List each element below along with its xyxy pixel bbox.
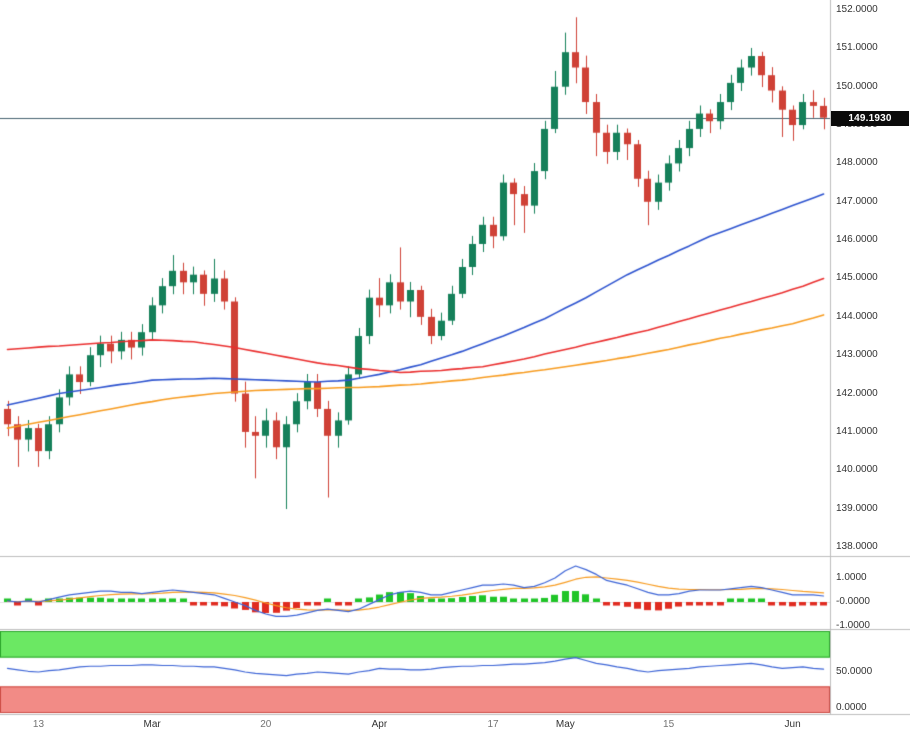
price-tick-label: 139.0000	[836, 502, 878, 514]
time-tick-label: Jun	[784, 719, 801, 730]
price-tick-label: 147.0000	[836, 195, 878, 207]
time-tick-label: 17	[487, 719, 499, 730]
macd-tick-label: -1.0000	[836, 620, 870, 631]
price-tick-label: 142.0000	[836, 387, 878, 399]
time-tick-label: 20	[260, 719, 272, 730]
price-tick-label: 141.0000	[836, 425, 878, 437]
time-tick-label: 15	[663, 719, 675, 730]
price-tick-label: 144.0000	[836, 310, 878, 322]
time-tick-label: Mar	[143, 719, 161, 730]
price-axis[interactable]: 152.0000151.0000150.0000149.0000148.0000…	[830, 0, 910, 714]
price-tick-label: 140.0000	[836, 464, 878, 476]
last-price-badge: 149.1930	[831, 110, 909, 126]
time-tick-label: 13	[32, 719, 45, 730]
price-tick-label: 151.0000	[836, 42, 878, 54]
price-tick-label: 145.0000	[836, 272, 878, 284]
price-tick-label: 152.0000	[836, 4, 878, 15]
rsi-tick-label: 0.0000	[836, 702, 867, 713]
macd-tick-label: 1.0000	[836, 572, 867, 583]
rsi-tick-label: 50.0000	[836, 666, 873, 677]
macd-tick-label: -0.0000	[836, 596, 870, 607]
time-tick-label: Apr	[371, 719, 388, 730]
price-tick-label: 143.0000	[836, 349, 878, 361]
price-tick-label: 148.0000	[836, 157, 878, 169]
price-tick-label: 150.0000	[836, 80, 878, 92]
last-price-value: 149.1930	[848, 112, 892, 124]
price-tick-label: 138.0000	[836, 540, 878, 552]
time-tick-label: May	[555, 719, 575, 730]
time-axis[interactable]: 13 Mar 20 Apr 17 May 15 Jun	[0, 714, 910, 741]
price-tick-label: 146.0000	[836, 234, 878, 246]
